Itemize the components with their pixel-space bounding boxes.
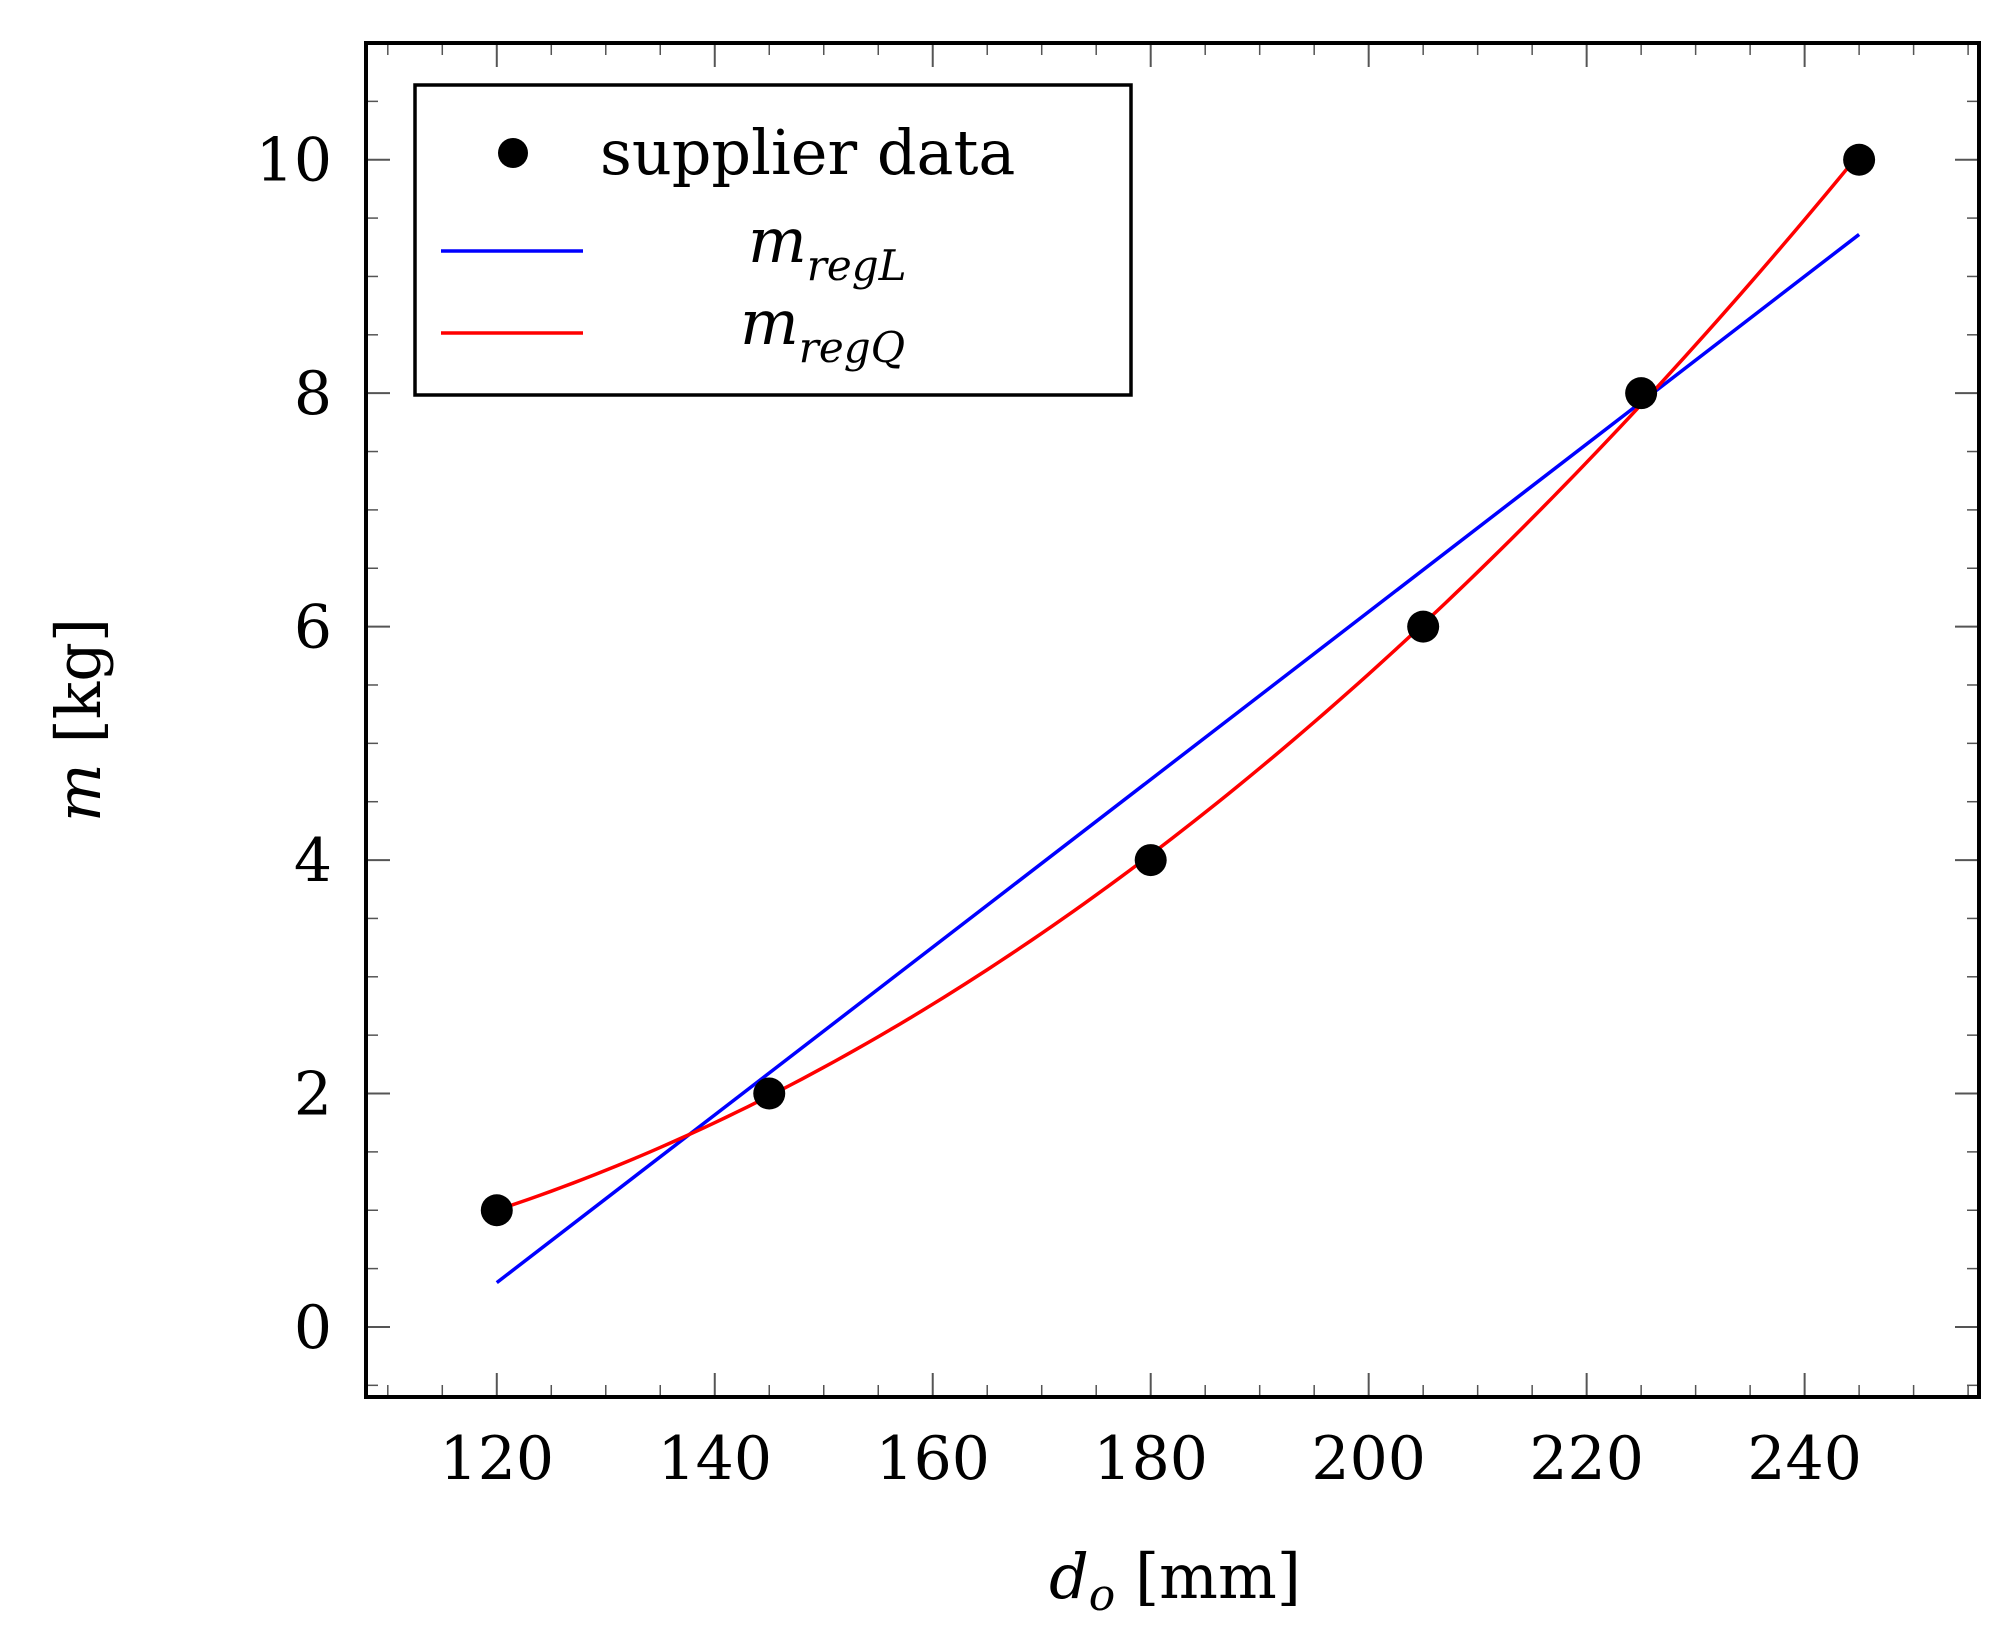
plot-frame [364, 41, 1981, 1399]
data-point [1625, 377, 1658, 410]
legend: supplier data mregL mregQ [413, 83, 1133, 397]
y-axis-unit: [kg] [42, 618, 115, 763]
y-tick-label: 6 [294, 593, 332, 663]
data-point [1134, 844, 1167, 877]
legend-label-supplier-data: supplier data [600, 116, 1015, 189]
data-point [480, 1194, 513, 1227]
x-tick-labels: 120 140 160 180 200 220 240 [440, 1424, 1862, 1494]
y-tick-label: 10 [256, 126, 332, 196]
x-tick-label: 200 [1311, 1424, 1426, 1494]
data-point [1843, 143, 1876, 176]
data-point [1407, 610, 1440, 643]
y-tick-label: 4 [294, 826, 332, 896]
legend-marker-supplier-data [498, 138, 528, 168]
legend-quad-sub: regQ [799, 323, 905, 372]
quadratic-fit-line [496, 152, 1861, 1212]
linear-fit-line [495, 233, 1861, 1284]
y-tick-label: 2 [294, 1060, 332, 1130]
y-tick-label: 8 [294, 359, 332, 429]
x-tick-label: 180 [1093, 1424, 1208, 1494]
legend-linear-sub: regL [807, 241, 907, 290]
major-ticks [366, 43, 1979, 1397]
legend-box [413, 83, 1133, 397]
x-axis-title: do [mm] [1049, 1540, 1301, 1621]
x-tick-label: 220 [1529, 1424, 1644, 1494]
x-tick-label: 140 [657, 1424, 772, 1494]
y-axis-var: m [42, 763, 115, 822]
x-tick-label: 120 [440, 1424, 555, 1494]
x-axis-unit: [mm] [1115, 1540, 1301, 1613]
supplier-data-points [480, 143, 1876, 1227]
legend-linear-main: m [748, 204, 807, 277]
legend-label-linear: mregL [748, 204, 907, 290]
legend-quad-main: m [740, 286, 799, 359]
y-axis-title: m [kg] [42, 618, 115, 822]
x-tick-label: 160 [875, 1424, 990, 1494]
data-point [753, 1077, 786, 1110]
y-tick-label: 0 [294, 1293, 332, 1363]
x-tick-label: 240 [1747, 1424, 1862, 1494]
series-lines [495, 152, 1861, 1284]
legend-label-quadratic: mregQ [740, 286, 905, 372]
x-axis-var: d [1049, 1540, 1089, 1613]
y-tick-labels: 0 2 4 6 8 10 [256, 126, 332, 1363]
x-axis-sub: o [1089, 1570, 1116, 1621]
